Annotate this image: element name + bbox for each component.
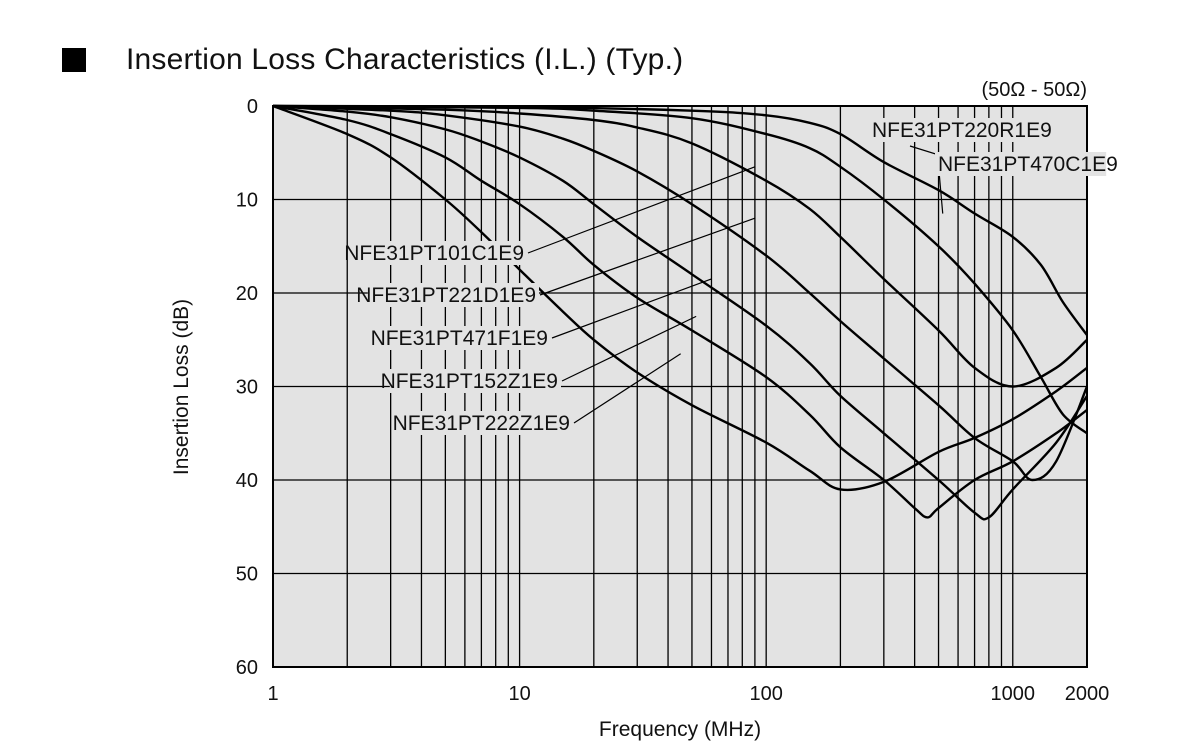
x-tick-label: 10 — [508, 683, 530, 705]
chart-title: Insertion Loss Characteristics (I.L.) (T… — [126, 43, 684, 76]
series-label: NFE31PT101C1E9 — [344, 242, 524, 265]
y-tick-label: 60 — [236, 657, 258, 679]
x-tick-label: 1000 — [991, 683, 1036, 705]
impedance-note: (50Ω - 50Ω) — [982, 79, 1088, 101]
series-line-nfe31pt221d1e9 — [272, 104, 1089, 482]
series-label: NFE31PT470C1E9 — [938, 153, 1118, 176]
y-tick-label: 20 — [236, 283, 258, 305]
series-label: NFE31PT221D1E9 — [356, 284, 536, 307]
label-leader-line — [561, 315, 697, 382]
label-background — [379, 326, 551, 350]
y-tick-label: 30 — [236, 377, 258, 399]
label-leader-line — [573, 353, 681, 424]
series-label: NFE31PT152Z1E9 — [381, 370, 558, 393]
title-bullet-icon — [62, 48, 86, 72]
label-leader-line — [551, 278, 712, 339]
x-axis-label: Frequency (MHz) — [599, 718, 761, 741]
label-background — [355, 241, 527, 265]
ticks: 1 10 100 1000 2000 0 10 20 30 40 50 60 — [236, 96, 1110, 705]
x-tick-label: 1 — [267, 683, 278, 705]
label-background — [935, 152, 1107, 176]
x-tick-label: 2000 — [1065, 683, 1110, 705]
series-line-nfe31pt471f1e9 — [272, 104, 1089, 521]
series-line-nfe31pt101c1e9 — [272, 104, 1088, 388]
series-line-nfe31pt470c1e9 — [272, 104, 1088, 435]
series-label: NFE31PT222Z1E9 — [393, 412, 570, 435]
y-tick-label: 40 — [236, 470, 258, 492]
y-tick-label: 0 — [247, 96, 258, 118]
label-background — [401, 411, 573, 435]
label-background — [389, 369, 561, 393]
label-background — [869, 118, 1041, 142]
title-row: Insertion Loss Characteristics (I.L.) (T… — [62, 40, 683, 80]
x-tick-label: 100 — [749, 683, 782, 705]
series-line-nfe31pt220r1e9 — [272, 104, 1088, 336]
y-tick-label: 10 — [236, 190, 258, 212]
series-label: NFE31PT220R1E9 — [872, 119, 1052, 142]
annotations: NFE31PT220R1E9 NFE31PT470C1E9 NFE31PT101C1… — [344, 118, 1118, 435]
y-axis-label: Insertion Loss (dB) — [170, 299, 193, 475]
label-background — [367, 283, 539, 307]
series-line-nfe31pt152z1e9 — [272, 104, 1088, 519]
curves — [272, 104, 1089, 521]
label-leader-line — [527, 166, 756, 254]
y-tick-label: 50 — [236, 564, 258, 586]
series-label: NFE31PT471F1E9 — [371, 327, 548, 350]
label-leader-line — [539, 217, 756, 296]
